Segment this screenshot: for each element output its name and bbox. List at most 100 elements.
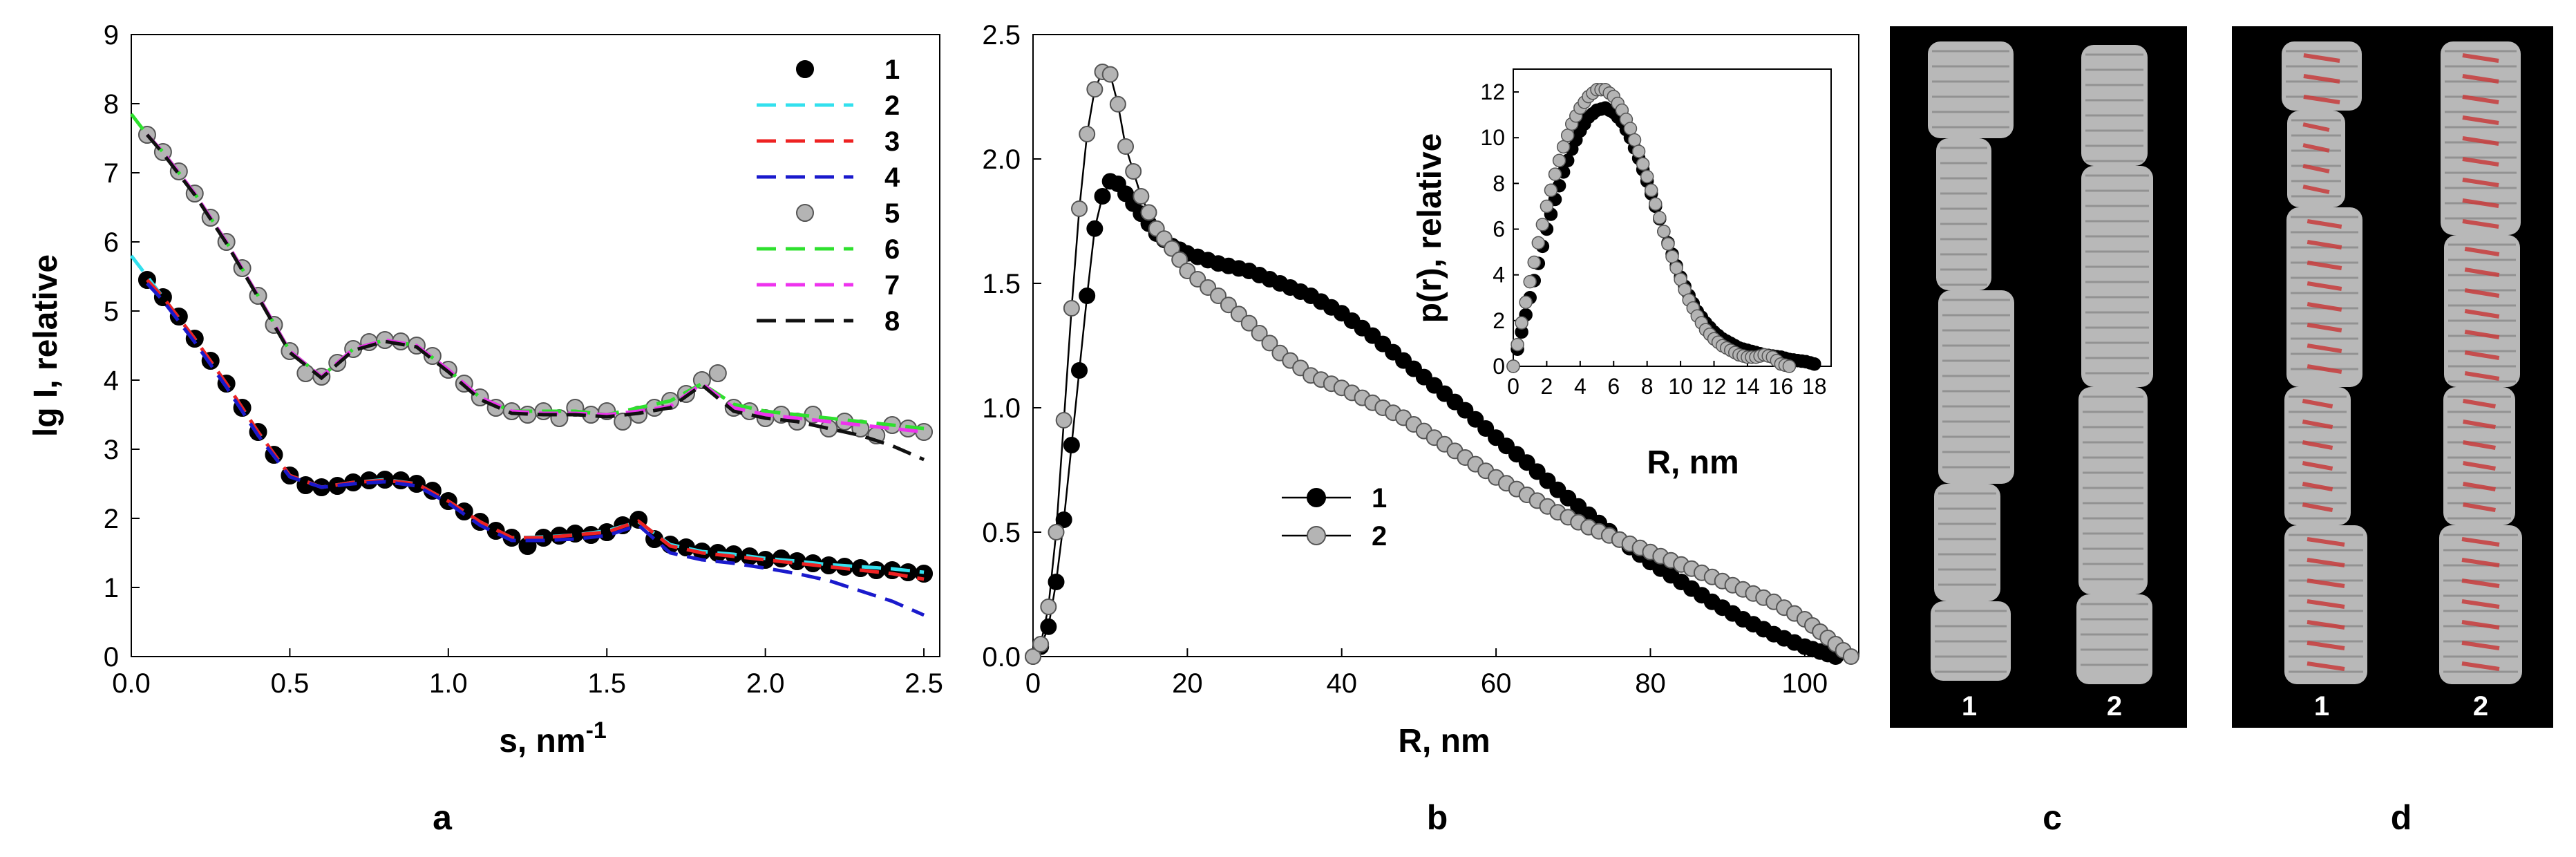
b-series-2-point [1040, 599, 1057, 615]
inset-y-tick-label: 2 [1493, 308, 1505, 333]
d-model-1-core-mark [2307, 240, 2342, 249]
b-series-1-point [1040, 618, 1057, 635]
inset-y-tick-label: 10 [1480, 125, 1505, 150]
b-series-1-point [1457, 402, 1474, 419]
panel-a-x-axis-label: s, nm-1 [499, 717, 607, 760]
d-model-2-core-mark [2464, 288, 2500, 298]
d-model-2-core-mark [2464, 247, 2500, 256]
d-model-2-core-mark [2462, 95, 2499, 104]
b-series-2-point [1261, 335, 1278, 352]
a-y-tick-label: 0 [104, 642, 119, 672]
c-model-1-segment [1936, 138, 1991, 290]
panel-b-legend: 12 [1282, 483, 1387, 552]
b-x-tick-label: 60 [1481, 668, 1512, 699]
inset-series-2-point [1540, 199, 1554, 214]
b-y-tick-label: 1.5 [982, 269, 1021, 299]
panel-label-b: b [1427, 798, 1448, 837]
d-model-2-core-mark [2461, 641, 2500, 650]
d-model-2-core-mark [2463, 461, 2496, 471]
a-series-7-line [146, 133, 925, 434]
panel-a-ticks: 0.0 0.5 1.0 1.5 2.0 2.5 0 1 2 3 4 5 6 7 8 9 [104, 20, 943, 699]
d-model-1-core-mark [2307, 302, 2342, 312]
panel-c-model-label-2: 2 [2107, 691, 2122, 722]
b-y-tick-label: 0.5 [982, 518, 1021, 548]
inset-series-2-point [1535, 218, 1550, 232]
panel-c-model-label-1: 1 [1962, 691, 1977, 722]
panel-b-x-axis-label: R, nm [1398, 723, 1490, 760]
inset-y-tick-label: 4 [1493, 263, 1505, 288]
d-model-1-core-mark [2307, 364, 2342, 374]
b-series-2-point [1079, 126, 1096, 142]
b-series-2-point [1109, 95, 1126, 113]
b-series-1-point [1063, 437, 1080, 453]
inset-y-tick-label: 12 [1480, 79, 1505, 104]
inset-series-2-point [1531, 236, 1546, 250]
a-series-1-point [676, 538, 695, 556]
d-model-1-core-mark [2302, 143, 2330, 153]
inset-x-tick-label: 8 [1641, 374, 1654, 399]
d-model-1-core-mark [2303, 74, 2340, 84]
inset-x-tick-label: 4 [1574, 374, 1587, 399]
b-series-1-point [1079, 288, 1096, 304]
d-model-1-core-mark [2302, 164, 2330, 173]
a-y-tick-label: 8 [104, 89, 119, 120]
inset-series-2-point [1627, 133, 1642, 147]
d-model-1-core-mark [2302, 482, 2333, 491]
panel-label-a: a [433, 798, 453, 837]
a-y-tick-label: 4 [104, 366, 119, 396]
d-model-1-core-mark [2302, 399, 2333, 408]
a-legend-label-1: 1 [884, 55, 900, 85]
d-model-1-core-mark [2307, 661, 2345, 671]
b-series-1-point [1055, 511, 1072, 528]
a-series-5-point [708, 364, 727, 382]
d-model-2-core-mark [2464, 330, 2500, 339]
b-series-2-point [1171, 251, 1188, 268]
inset-series-2-point [1506, 359, 1520, 373]
a-legend-label-2: 2 [884, 91, 900, 121]
a-legend-label-8: 8 [884, 306, 900, 337]
panel-a-frame [131, 34, 940, 657]
b-series-2-point [1071, 200, 1088, 217]
d-model-2-core-mark [2462, 74, 2499, 84]
d-model-1-core-mark [2307, 261, 2342, 270]
d-model-1-core-mark [2307, 620, 2345, 630]
b-series-2-point [1140, 204, 1157, 221]
d-model-2-core-mark [2463, 440, 2496, 450]
a-legend-label-5: 5 [884, 198, 900, 229]
d-model-1-core-mark [2303, 53, 2340, 63]
inset-series-2-point [1527, 255, 1542, 270]
b-series-2-point [1101, 66, 1119, 83]
d-model-1-core-mark [2307, 578, 2345, 588]
d-model-2-core-mark [2461, 620, 2500, 630]
inset-frame [1513, 68, 1832, 367]
b-series-2-point [1025, 648, 1041, 665]
a-x-tick-label: 0.0 [112, 668, 151, 699]
panel-a-legend: 1 2 3 4 5 6 7 8 [757, 55, 900, 337]
a-legend-marker-5 [796, 204, 814, 222]
panel-a-chart: 0.0 0.5 1.0 1.5 2.0 2.5 0 1 2 3 4 5 6 7 8 9 1 2 3 4 5 6 7 8 lg… [28, 20, 943, 837]
d-model-2-segment [2441, 41, 2521, 235]
b-series-1-point [1539, 472, 1556, 489]
b-y-tick-label: 1.0 [982, 393, 1021, 424]
b-series-1-point [1467, 411, 1484, 428]
b-x-tick-label: 100 [1781, 668, 1828, 699]
a-x-tick-label: 1.0 [429, 668, 468, 699]
a-x-tick-label: 2.5 [905, 668, 943, 699]
d-model-2-core-mark [2461, 578, 2500, 588]
b-series-2-point [1032, 636, 1050, 652]
panel-b-frame [1032, 34, 1859, 657]
inset-series-2-point [1552, 153, 1566, 168]
b-series-2-point [1117, 138, 1135, 155]
d-model-2-core-mark [2462, 53, 2499, 63]
b-series-2-point [1055, 412, 1072, 428]
inset-series-2-point [1653, 211, 1667, 225]
d-model-2-core-mark [2462, 198, 2499, 208]
d-model-1-core-mark [2302, 420, 2333, 429]
b-legend-label-2: 2 [1372, 521, 1387, 552]
b-x-tick-label: 0 [1025, 668, 1041, 699]
inset-series-2-point [1665, 249, 1679, 263]
inset-series-2-point [1623, 122, 1638, 135]
